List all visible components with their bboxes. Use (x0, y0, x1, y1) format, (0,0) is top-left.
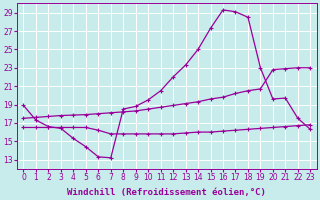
X-axis label: Windchill (Refroidissement éolien,°C): Windchill (Refroidissement éolien,°C) (68, 188, 266, 197)
